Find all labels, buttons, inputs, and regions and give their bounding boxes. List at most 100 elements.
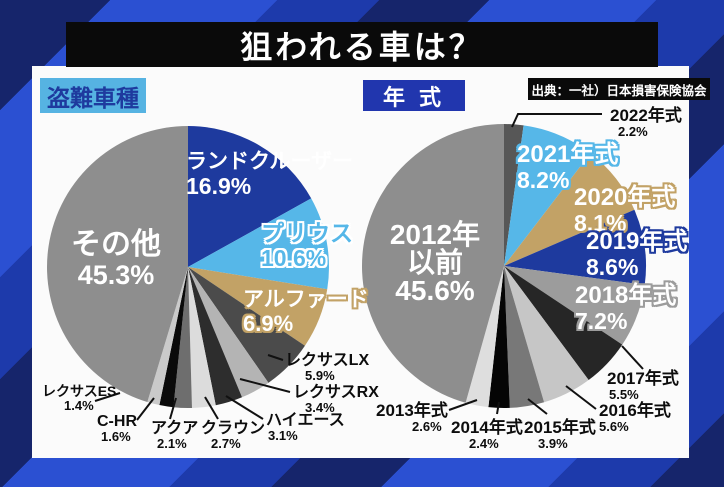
label-hiace-name: ハイエース <box>266 412 345 429</box>
label-lexus-rx: レクサスRX 3.4% <box>293 384 379 415</box>
pie-slice-7 <box>504 266 545 408</box>
label-2018-name: 2018年式 <box>575 282 677 309</box>
label-chr-pct: 1.6% <box>101 429 131 445</box>
label-2014-name: 2014年式 <box>451 418 523 437</box>
label-lexus-es-name: レクサスES <box>42 383 117 399</box>
label-lexus-rx-pct: 3.4% <box>305 400 335 416</box>
label-crown-name: クラウン <box>201 420 266 437</box>
label-landcruiser-name: ランドクルーザー <box>186 150 353 173</box>
page-title: 狙われる車は？ <box>240 28 484 65</box>
label-2014: 2014年式 2.4% <box>451 418 523 452</box>
pie-slice-1 <box>188 198 330 290</box>
label-2014-pct: 2.4% <box>469 436 499 452</box>
pie-slice-9 <box>465 266 504 408</box>
pie-slice-7 <box>173 267 192 408</box>
label-aqua-pct: 2.1% <box>157 436 187 452</box>
label-2022-name: 2022年式 <box>610 106 682 125</box>
pie-slice-2 <box>504 153 635 266</box>
label-2015-pct: 3.9% <box>538 436 568 452</box>
label-lexus-es: レクサスES 1.4% <box>42 383 117 414</box>
label-2012-before: 2012年 以前 45.6% <box>383 221 487 305</box>
label-2021: 2021年式 8.2% <box>517 142 618 193</box>
label-crown: クラウン 2.7% <box>201 420 265 451</box>
pie-slice-2 <box>188 267 328 346</box>
label-2017-pct: 5.5% <box>609 387 639 403</box>
label-2018-pct: 7.2% <box>575 307 628 334</box>
label-2020-name: 2020年式 <box>574 184 676 211</box>
label-2020-pct: 8.1% <box>574 209 627 236</box>
pie-slice-9 <box>147 267 188 406</box>
label-prius-name: プリウス <box>261 220 353 246</box>
label-chr-name: C-HR <box>97 413 137 430</box>
pie-slice-8 <box>488 266 510 408</box>
pie-slice-0 <box>504 124 524 266</box>
label-crown-pct: 2.7% <box>211 436 241 452</box>
label-2012-pct: 45.6% <box>395 275 475 306</box>
left-chart-header-label: 盗難車種 <box>47 84 139 111</box>
pie-slice-4 <box>504 266 645 345</box>
label-alphard: アルファード 6.9% <box>243 288 369 336</box>
label-2015: 2015年式 3.9% <box>524 418 596 452</box>
label-alphard-name: アルファード <box>243 288 369 311</box>
label-hiace-pct: 3.1% <box>268 428 298 444</box>
right-chart-header: 年 式 <box>363 80 465 111</box>
label-2013: 2013年式 2.6% <box>376 401 448 435</box>
label-2016-name: 2016年式 <box>599 401 671 420</box>
label-lexus-rx-name: レクサスRX <box>293 384 379 401</box>
pie-slice-8 <box>159 267 188 408</box>
label-2019-pct: 8.6% <box>586 253 639 280</box>
label-alphard-pct: 6.9% <box>243 310 294 336</box>
pie-slice-10 <box>361 124 504 403</box>
label-landcruiser-pct: 16.9% <box>186 172 252 199</box>
label-2021-name: 2021年式 <box>517 141 619 168</box>
label-lexus-lx-name: レクサスLX <box>285 352 370 369</box>
label-2020: 2020年式 8.1% <box>574 185 675 236</box>
label-2015-name: 2015年式 <box>524 418 596 437</box>
label-lexus-lx: レクサスLX 5.9% <box>285 352 369 383</box>
label-2013-pct: 2.6% <box>412 419 442 435</box>
label-2012-line1: 2012年 <box>389 219 481 250</box>
label-prius-pct: 10.6% <box>261 244 327 271</box>
label-landcruiser: ランドクルーザー 16.9% <box>186 150 353 199</box>
label-2012-line2: 以前 <box>406 247 463 278</box>
label-others: その他 45.3% <box>60 228 172 291</box>
label-others-pct: 45.3% <box>77 260 155 291</box>
pie-slice-3 <box>188 267 305 383</box>
label-2017: 2017年式 5.5% <box>607 369 679 403</box>
label-2017-name: 2017年式 <box>607 369 679 388</box>
label-2019-name: 2019年式 <box>586 228 688 255</box>
label-lexus-es-pct: 1.4% <box>64 398 94 414</box>
label-aqua-name: アクア <box>151 420 199 437</box>
label-2022: 2022年式 2.2% <box>610 106 682 140</box>
source-badge: 出典：一社）日本損害保険協会 <box>528 78 710 100</box>
label-2013-name: 2013年式 <box>376 401 448 420</box>
label-chr: C-HR 1.6% <box>97 413 137 444</box>
title-bar: 狙われる車は？ <box>66 22 658 67</box>
label-hiace: ハイエース 3.1% <box>266 412 345 443</box>
pie-slice-5 <box>504 266 623 381</box>
pie-slice-1 <box>504 125 591 266</box>
label-2016-pct: 5.6% <box>599 419 629 435</box>
label-prius: プリウス 10.6% <box>261 221 353 271</box>
label-lexus-lx-pct: 5.9% <box>305 368 335 384</box>
pie-slice-3 <box>504 209 646 285</box>
label-2022-pct: 2.2% <box>618 124 648 140</box>
label-2019: 2019年式 8.6% <box>586 229 687 280</box>
pie-slice-5 <box>188 267 243 406</box>
label-2021-pct: 8.2% <box>517 166 570 193</box>
pie-slice-6 <box>504 266 589 403</box>
model-year-pie-chart <box>361 124 646 408</box>
source-text: 出典：一社）日本損害保険協会 <box>531 83 707 98</box>
pie-slice-0 <box>188 126 312 267</box>
label-2018: 2018年式 7.2% <box>575 283 676 334</box>
pie-slice-10 <box>47 126 188 403</box>
label-others-name: その他 <box>71 228 161 261</box>
pie-slice-4 <box>188 267 269 398</box>
label-aqua: アクア 2.1% <box>151 420 198 451</box>
label-2016: 2016年式 5.6% <box>599 401 671 435</box>
stolen-model-pie-chart <box>47 126 330 408</box>
left-chart-header: 盗難車種 <box>40 78 146 113</box>
right-chart-header-label: 年 式 <box>382 84 446 110</box>
pie-slice-6 <box>188 267 216 408</box>
